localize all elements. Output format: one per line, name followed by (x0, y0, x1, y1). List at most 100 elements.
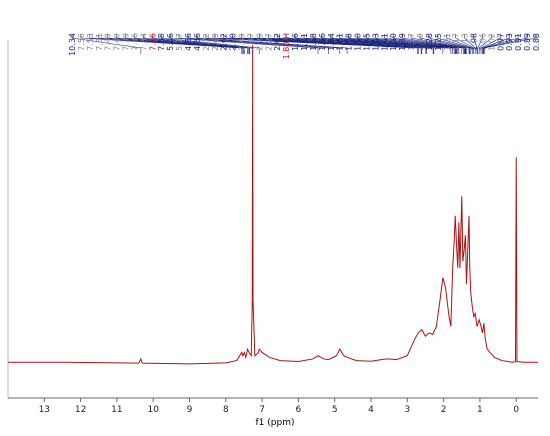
peak-label: 0.91 (514, 33, 523, 51)
peak-label: 4.66 (193, 33, 202, 51)
peak-connector (107, 34, 245, 54)
peak-connector (446, 34, 473, 54)
peak-connector (366, 34, 464, 54)
peak-connector (348, 34, 460, 54)
x-tick-label: 10 (147, 405, 159, 415)
peak-label: 0.88 (532, 33, 541, 51)
peak-connector (80, 34, 243, 54)
peak-label: 2.72 (202, 33, 211, 51)
peak-label: 2.62 (220, 33, 229, 51)
peak-label: 1.28 (425, 33, 434, 51)
peak-connector (375, 34, 465, 54)
peak-connector (98, 34, 244, 54)
x-tick-label: 11 (111, 405, 122, 415)
peak-label: 1.40 (389, 33, 398, 51)
x-tick-label: 2 (441, 405, 447, 415)
peak-connector (483, 34, 528, 54)
peak-label: 10.34 (68, 33, 77, 56)
peak-label: 1.66 (318, 33, 327, 51)
peak-connector (276, 34, 444, 54)
peak-connector (232, 34, 423, 54)
peak-connector (312, 34, 456, 54)
peak-connector (455, 34, 475, 54)
x-tick-label: 6 (296, 405, 302, 415)
peak-label: 1.41 (380, 33, 389, 51)
peak-connector (483, 34, 537, 54)
peak-label: 1.68 (309, 33, 318, 51)
peak-label: 1.02 (487, 33, 496, 51)
peak-label: 1.37 (407, 33, 416, 51)
peak-label: 7.40 (113, 33, 122, 51)
peak-label: 7.08 (157, 33, 166, 51)
peak-connector (125, 34, 249, 54)
x-tick-label: 1 (477, 405, 483, 415)
peak-connector (268, 34, 435, 54)
peak-connector (482, 34, 519, 54)
x-tick-label: 4 (368, 405, 374, 415)
peak-label: 2.27 (264, 33, 273, 51)
peak-label: 1.43 (371, 33, 380, 51)
x-tick-label: 5 (332, 405, 338, 415)
peak-connector (339, 34, 459, 54)
peak-label: 7.53 (86, 33, 95, 51)
x-tick-label: 9 (187, 405, 193, 415)
peak-label: 1.76 (291, 33, 300, 51)
peak-connector (321, 34, 457, 54)
peak-connector (477, 34, 483, 54)
peak-connector (187, 34, 341, 54)
peak-connector (392, 34, 466, 54)
peak-connector (482, 34, 510, 54)
peak-connector (303, 34, 455, 54)
peak-connector (294, 34, 453, 54)
peak-label: 1.58 (345, 33, 354, 51)
peak-label: 7.39 (122, 33, 131, 51)
peak-connector (116, 34, 248, 54)
peak-label: 1.64 (327, 33, 336, 51)
peak-connector (464, 34, 476, 54)
peak-label: 1.71 (300, 33, 309, 51)
peak-connector (401, 34, 467, 54)
peak-label: 5.46 (166, 33, 175, 51)
peak-label: 2.29 (255, 33, 264, 51)
peak-label: 1.17 (452, 33, 461, 51)
peak-connector (410, 34, 467, 54)
x-tick-label: 12 (75, 405, 86, 415)
peak-connector (285, 34, 452, 54)
x-tick-label: 0 (513, 405, 519, 415)
peak-connector (169, 34, 319, 54)
peak-connector (330, 34, 457, 54)
peak-connector (419, 34, 470, 54)
peak-label: 1.06 (478, 33, 487, 51)
x-axis-label: f1 (ppm) (256, 418, 295, 428)
peak-label: 2.60 (229, 33, 238, 51)
peak-connector (480, 34, 501, 54)
peak-label: 1.80 H (282, 33, 291, 59)
peak-connector (250, 34, 427, 54)
peak-connector (196, 34, 348, 54)
peak-connector (478, 34, 492, 54)
x-tick-label: 7 (259, 405, 265, 415)
peak-label: 7.36 (130, 33, 139, 51)
peak-label: 1.30 (416, 33, 425, 51)
peak-label: 1.13 (461, 33, 470, 51)
peak-label: 2.69 (211, 33, 220, 51)
peak-label: 7.51 (95, 33, 104, 51)
peak-label: 1.50 (354, 33, 363, 51)
peak-label: 7.26 (148, 33, 157, 51)
peak-label: 0.89 (523, 33, 532, 51)
peak-connector (143, 34, 251, 54)
peak-connector (178, 34, 329, 54)
peak-label: 1.25 (434, 33, 443, 51)
peak-label: 7.49 (104, 33, 113, 51)
peak-label: 4.86 (184, 33, 193, 51)
peak-label: 1.61 (336, 33, 345, 51)
x-tick-label: 13 (39, 405, 50, 415)
peak-label: 1.08 (470, 33, 479, 51)
peak-connector (384, 34, 466, 54)
peak-connector (160, 34, 260, 54)
peak-connector (437, 34, 472, 54)
x-tick-label: 3 (404, 405, 410, 415)
peak-label: 2.02 (273, 33, 282, 51)
peak-label: 1.39 (398, 33, 407, 51)
